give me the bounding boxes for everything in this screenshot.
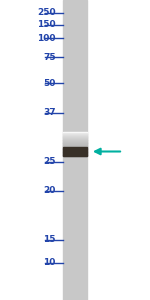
Text: 20: 20: [43, 186, 56, 195]
Bar: [63, 153, 87, 154]
Bar: [63, 147, 87, 156]
Bar: [63, 143, 87, 144]
Text: 10: 10: [43, 258, 56, 267]
Bar: [63, 134, 87, 135]
Bar: [63, 151, 87, 152]
Bar: [63, 144, 87, 145]
Text: 100: 100: [37, 34, 56, 43]
Bar: [63, 135, 87, 136]
Bar: [63, 146, 87, 147]
Bar: [63, 143, 87, 144]
Bar: [63, 140, 87, 141]
Bar: [63, 152, 87, 153]
Bar: [63, 134, 87, 135]
Bar: [63, 137, 87, 138]
Bar: [63, 154, 87, 155]
Bar: [63, 137, 87, 138]
Text: 15: 15: [43, 236, 56, 244]
Bar: [63, 145, 87, 146]
Text: 250: 250: [37, 8, 56, 17]
Text: 37: 37: [43, 108, 56, 117]
Bar: [63, 145, 87, 146]
Bar: [63, 0, 87, 300]
Bar: [63, 149, 87, 150]
Text: 50: 50: [43, 79, 56, 88]
Bar: [63, 133, 87, 134]
Bar: [63, 146, 87, 147]
Bar: [63, 155, 87, 156]
Bar: [63, 155, 87, 156]
Bar: [63, 133, 87, 134]
Bar: [63, 139, 87, 140]
Bar: [63, 151, 87, 152]
Bar: [63, 147, 87, 148]
Bar: [63, 148, 87, 149]
Text: 25: 25: [43, 158, 56, 166]
Bar: [63, 140, 87, 141]
Bar: [63, 142, 87, 143]
Bar: [63, 141, 87, 142]
Bar: [63, 136, 87, 137]
Bar: [63, 132, 87, 133]
Bar: [63, 152, 87, 153]
Bar: [63, 149, 87, 150]
Bar: [63, 150, 87, 151]
Text: 150: 150: [37, 20, 56, 29]
Text: 75: 75: [43, 52, 56, 62]
Bar: [63, 138, 87, 139]
Bar: [63, 139, 87, 140]
